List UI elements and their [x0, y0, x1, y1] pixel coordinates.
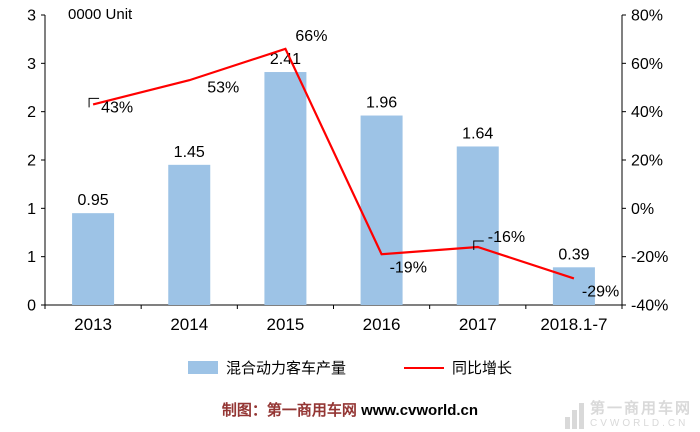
bar-value-label: 2.41	[270, 51, 301, 68]
watermark: 第一商用车网 CVWORLD.CN	[564, 400, 692, 429]
bar-value-label: 1.64	[462, 125, 493, 142]
bar-value-label: 0.95	[78, 192, 109, 209]
right-axis-tick-label: 60%	[631, 56, 663, 73]
label-leader-line	[473, 240, 484, 250]
legend-bar-swatch	[187, 361, 218, 374]
line-value-label: 43%	[101, 99, 133, 116]
x-axis-label: 2015	[267, 315, 305, 334]
x-axis-label: 2013	[74, 315, 112, 334]
credit-prefix: 制图：第一商用车网	[221, 402, 362, 419]
bar	[168, 164, 211, 305]
left-axis-tick-label: 3	[27, 8, 36, 25]
left-axis-tick-label: 1	[27, 249, 36, 266]
left-axis-tick-label: 2	[27, 104, 36, 121]
left-axis-unit-label: 0000 Unit	[68, 6, 133, 23]
credit-line: 制图：第一商用车网 www.cvworld.cn	[0, 399, 700, 420]
legend-line-label: 同比增长	[452, 360, 513, 377]
line-value-label: -29%	[582, 283, 619, 300]
right-axis-tick-label: -40%	[631, 298, 668, 315]
right-axis-tick-label: 80%	[631, 8, 663, 25]
label-leader-line	[88, 97, 100, 108]
legend-bar-label: 混合动力客车产量	[225, 360, 346, 377]
watermark-name: 第一商用车网	[589, 400, 692, 418]
left-axis-tick-label: 2	[27, 153, 36, 170]
plot-area: 3 80% 3 60% 2 40% 2 20% 1 0% 1 -20% 0 -40% 2013 2014 201…	[27, 8, 668, 335]
left-axis-tick-label: 3	[27, 56, 36, 73]
x-axis-label: 2018.1-7	[540, 315, 607, 334]
bar	[72, 213, 115, 305]
x-axis-label: 2017	[459, 315, 497, 334]
watermark-bars-icon	[564, 403, 584, 429]
line-value-label: -16%	[488, 229, 525, 246]
watermark-domain: CVWORLD.CN	[589, 417, 689, 429]
growth-line	[92, 47, 575, 280]
x-axis-label: 2016	[363, 315, 401, 334]
line-value-label: -19%	[390, 259, 427, 276]
left-axis-tick-label: 1	[27, 201, 36, 218]
watermark-text: 第一商用车网 CVWORLD.CN	[590, 400, 692, 429]
right-axis-tick-label: 0%	[631, 201, 654, 218]
credit-url: www.cvworld.cn	[361, 402, 479, 419]
right-axis-tick-label: 40%	[631, 104, 663, 121]
line-value-label: 66%	[295, 28, 327, 45]
right-axis-tick-label: -20%	[631, 249, 668, 266]
bar-value-label: 1.96	[366, 95, 397, 112]
bar-value-label: 0.39	[558, 246, 589, 263]
bar	[360, 115, 403, 306]
bar	[264, 72, 307, 306]
bar-value-label: 1.45	[174, 144, 205, 161]
x-axis-label: 2014	[170, 315, 208, 334]
bar	[456, 146, 499, 305]
line-value-label: 53%	[207, 79, 239, 96]
legend: 混合动力客车产量 同比增长	[0, 357, 700, 378]
right-axis-tick-label: 20%	[631, 153, 663, 170]
legend-line-swatch	[404, 366, 444, 369]
left-axis-tick-label: 0	[27, 298, 36, 315]
